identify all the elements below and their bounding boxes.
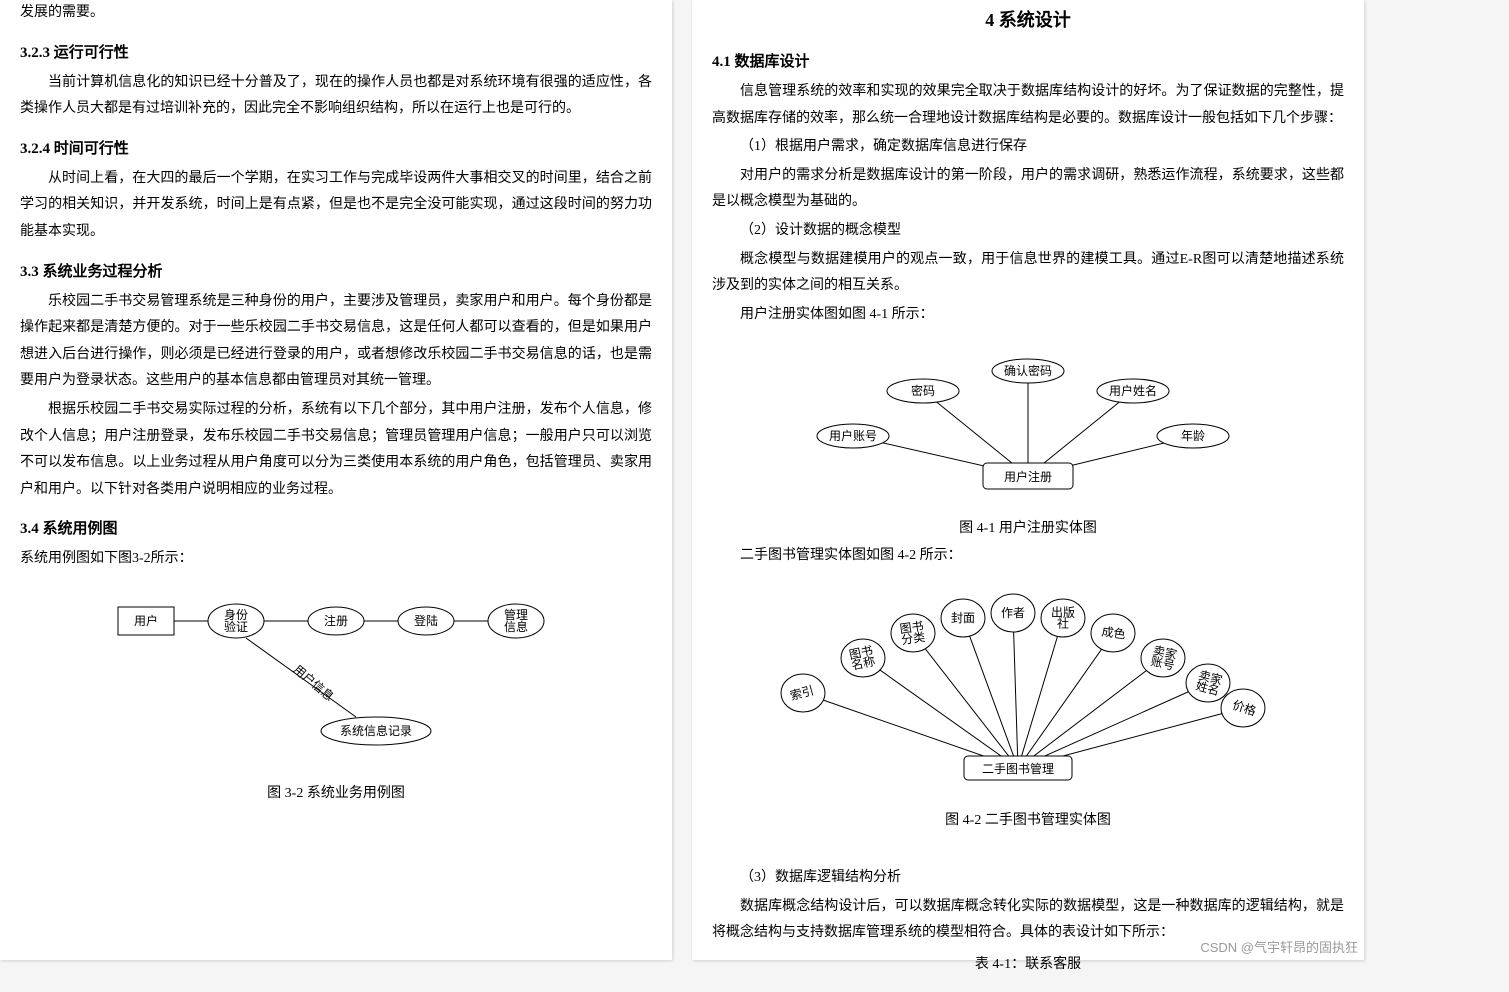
para-323: 当前计算机信息化的知识已经十分普及了，现在的操作人员也都是对系统环境有很强的适应… [20, 70, 652, 123]
heading-33: 3.3 系统业务过程分析 [20, 260, 652, 281]
fragment-text: 发展的需要。 [20, 0, 652, 27]
svg-text:用户姓名: 用户姓名 [1109, 383, 1157, 398]
svg-text:密码: 密码 [911, 383, 935, 398]
para-41d: 用户注册实体图如图 4-1 所示： [712, 302, 1344, 329]
para-34: 系统用例图如下图3-2所示： [20, 546, 652, 573]
heading-41: 4.1 数据库设计 [712, 50, 1344, 71]
svg-text:用户账号: 用户账号 [829, 428, 877, 443]
para-33a: 乐校园二手书交易管理系统是三种身份的用户，主要涉及管理员，卖家用户和用户。每个身… [20, 289, 652, 395]
diagram-4-1: 用户账号 密码 确认密码用户姓名年龄用户注册 [712, 336, 1344, 511]
heading-324: 3.2.4 时间可行性 [20, 137, 652, 158]
page-right: 4 系统设计 4.1 数据库设计 信息管理系统的效率和实现的效果完全取决于数据库… [692, 0, 1364, 960]
svg-text:注册: 注册 [324, 613, 348, 628]
list-2: （2）设计数据的概念模型 [712, 218, 1344, 245]
svg-text:系统信息记录: 系统信息记录 [340, 723, 412, 738]
svg-text:身份验证: 身份验证 [224, 607, 248, 634]
heading-323: 3.2.3 运行可行性 [20, 41, 652, 62]
watermark: CSDN @气宇轩昂的固执狂 [1200, 937, 1358, 956]
para-41c: 概念模型与数据建模用户的观点一致，用于信息世界的建模工具。通过E-R图可以清楚地… [712, 247, 1344, 300]
svg-text:封面: 封面 [951, 611, 975, 625]
svg-text:确认密码: 确认密码 [1004, 363, 1052, 378]
svg-text:图书分类: 图书分类 [899, 619, 926, 647]
caption-4-1: 图 4-1 用户注册实体图 [712, 517, 1344, 537]
svg-text:二手图书管理: 二手图书管理 [982, 761, 1054, 776]
caption-4-2: 图 4-2 二手图书管理实体图 [712, 809, 1344, 829]
list-3: （3）数据库逻辑结构分析 [712, 865, 1344, 892]
svg-text:管理信息: 管理信息 [504, 607, 528, 634]
svg-text:作者: 作者 [1001, 606, 1025, 620]
svg-text:登陆: 登陆 [414, 613, 438, 628]
diagram-4-2: 索引图书名称图书分类封面作者出版社成色卖家账号卖家姓名价格二手图书管理 [712, 578, 1344, 803]
para-33b: 根据乐校园二手书交易实际过程的分析，系统有以下几个部分，其中用户注册，发布个人信… [20, 397, 652, 503]
para-41a: 信息管理系统的效率和实现的效果完全取决于数据库结构设计的好坏。为了保证数据的完整… [712, 79, 1344, 132]
svg-text:用户注册: 用户注册 [1004, 469, 1052, 484]
diagram-3-2: 用户 身份验证 注册 登陆 管理信息系统信息记录 用户信息 [20, 581, 652, 776]
svg-text:年龄: 年龄 [1181, 429, 1205, 443]
para-42intro: 二手图书管理实体图如图 4-2 所示： [740, 543, 1344, 570]
chapter-4: 4 系统设计 [712, 6, 1344, 32]
heading-34: 3.4 系统用例图 [20, 517, 652, 538]
caption-3-2: 图 3-2 系统业务用例图 [20, 782, 652, 802]
svg-text:图书名称: 图书名称 [848, 643, 877, 672]
page-left: 发展的需要。 3.2.3 运行可行性 当前计算机信息化的知识已经十分普及了，现在… [0, 0, 672, 960]
svg-text:用户: 用户 [134, 613, 158, 628]
para-324: 从时间上看，在大四的最后一个学期，在实习工作与完成毕设两件大事相交叉的时间里，结… [20, 166, 652, 246]
list-1: （1）根据用户需求，确定数据库信息进行保存 [712, 134, 1344, 161]
para-41b: 对用户的需求分析是数据库设计的第一阶段，用户的需求调研，熟悉运作流程，系统要求，… [712, 163, 1344, 216]
svg-text:用户信息: 用户信息 [291, 661, 337, 703]
